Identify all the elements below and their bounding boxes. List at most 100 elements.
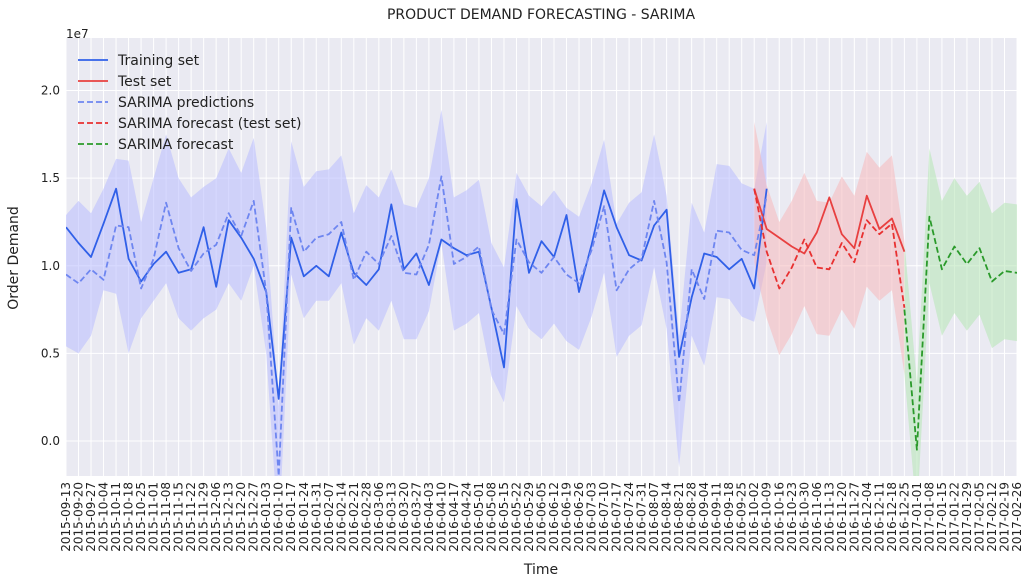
y-tick-label: 0.5 <box>41 346 60 360</box>
x-tick-label: 2016-03-20 <box>397 482 411 552</box>
x-tick-label: 2016-06-19 <box>560 482 574 552</box>
x-tick-label: 2016-11-06 <box>810 482 824 552</box>
x-tick-label: 2016-10-02 <box>747 482 761 552</box>
x-tick-label: 2016-05-08 <box>484 482 498 552</box>
x-tick-label: 2016-02-21 <box>347 482 361 552</box>
x-tick-label: 2016-06-12 <box>547 482 561 552</box>
confidence-band-test <box>754 122 905 375</box>
legend: Training set Test set SARIMA predictions SA… <box>78 53 301 153</box>
x-tick-label: 2016-10-30 <box>797 482 811 552</box>
series-line-2 <box>753 188 906 255</box>
x-tick-label: 2017-01-01 <box>910 482 924 552</box>
x-tick-label: 2016-11-27 <box>847 482 861 552</box>
x-tick-label: 2015-12-20 <box>234 482 248 552</box>
series-lines <box>66 175 1017 476</box>
x-tick-label: 2016-02-28 <box>359 482 373 552</box>
x-tick-label: 2015-12-06 <box>209 482 223 552</box>
x-tick-label: 2015-12-27 <box>247 482 261 552</box>
x-tick-label: 2016-04-24 <box>459 482 473 552</box>
x-tick-label: 2016-08-14 <box>660 482 674 552</box>
x-tick-label: 2015-11-29 <box>197 482 211 552</box>
x-tick-label: 2015-11-22 <box>184 482 198 552</box>
legend-label: SARIMA forecast (test set) <box>118 116 301 132</box>
x-tick-label: 2016-09-11 <box>710 482 724 552</box>
x-tick-label: 2016-05-15 <box>497 482 511 552</box>
x-tick-label: 2015-10-11 <box>109 482 123 552</box>
x-tick-label: 2016-07-03 <box>585 482 599 552</box>
x-tick-label: 2016-08-07 <box>647 482 661 552</box>
x-tick-label: 2016-07-31 <box>635 482 649 552</box>
x-tick-label: 2016-02-14 <box>334 482 348 552</box>
x-tick-label: 2016-03-13 <box>384 482 398 552</box>
x-tick-label: 2016-12-18 <box>885 482 899 552</box>
x-tick-label: 2016-09-04 <box>697 482 711 552</box>
x-tick-label: 2016-02-07 <box>322 482 336 552</box>
x-tick-label: 2016-06-26 <box>572 482 586 552</box>
y-axis-ticks: 0.0 0.5 1.0 1.5 2.0 <box>41 84 60 448</box>
x-tick-label: 2016-10-16 <box>772 482 786 552</box>
x-tick-label: 2017-02-26 <box>1010 482 1024 552</box>
x-tick-label: 2016-05-01 <box>472 482 486 552</box>
x-axis-ticks: 2015-09-132015-09-202015-09-272015-10-04… <box>59 482 1024 552</box>
x-tick-label: 2016-07-17 <box>610 482 624 552</box>
x-tick-label: 2017-02-19 <box>997 482 1011 552</box>
x-tick-label: 2016-04-17 <box>447 482 461 552</box>
x-tick-label: 2016-03-27 <box>409 482 423 552</box>
x-tick-label: 2016-01-17 <box>284 482 298 552</box>
legend-label: Test set <box>117 74 172 90</box>
x-tick-label: 2016-11-13 <box>822 482 836 552</box>
x-tick-label: 2016-05-22 <box>509 482 523 552</box>
x-tick-label: 2015-09-13 <box>59 482 73 552</box>
x-tick-label: 2016-11-20 <box>835 482 849 552</box>
x-tick-label: 2016-01-10 <box>272 482 286 552</box>
x-tick-label: 2016-12-25 <box>897 482 911 552</box>
y-axis-title: Order Demand <box>6 206 22 310</box>
chart-title: PRODUCT DEMAND FORECASTING - SARIMA <box>387 7 695 23</box>
x-tick-label: 2016-03-06 <box>372 482 386 552</box>
x-tick-label: 2015-12-13 <box>222 482 236 552</box>
y-tick-label: 0.0 <box>41 434 60 448</box>
x-tick-label: 2015-11-08 <box>159 482 173 552</box>
y-tick-label: 2.0 <box>41 84 60 98</box>
legend-label: Training set <box>117 53 200 69</box>
x-tick-label: 2016-09-18 <box>722 482 736 552</box>
confidence-band-training <box>66 109 767 476</box>
x-tick-label: 2017-01-08 <box>922 482 936 552</box>
x-tick-label: 2015-10-18 <box>122 482 136 552</box>
x-tick-label: 2017-02-12 <box>985 482 999 552</box>
x-tick-label: 2016-09-25 <box>735 482 749 552</box>
legend-label: SARIMA forecast <box>118 137 234 153</box>
x-tick-label: 2017-01-15 <box>935 482 949 552</box>
legend-label: SARIMA predictions <box>118 95 254 111</box>
x-tick-label: 2016-01-24 <box>297 482 311 552</box>
x-tick-label: 2015-10-04 <box>97 482 111 552</box>
x-tick-label: 2016-04-03 <box>422 482 436 552</box>
x-tick-label: 2016-01-03 <box>259 482 273 552</box>
x-tick-label: 2015-09-27 <box>84 482 98 552</box>
x-tick-label: 2016-04-10 <box>434 482 448 552</box>
series-line-3 <box>66 175 768 476</box>
x-tick-label: 2016-06-05 <box>535 482 549 552</box>
x-tick-label: 2016-05-29 <box>522 482 536 552</box>
x-tick-label: 2016-12-04 <box>860 482 874 552</box>
x-axis-title: Time <box>523 562 558 578</box>
x-tick-label: 2016-10-09 <box>760 482 774 552</box>
x-tick-label: 2016-01-31 <box>309 482 323 552</box>
x-tick-label: 2015-10-25 <box>134 482 148 552</box>
series-line-4 <box>753 188 906 308</box>
x-tick-label: 2016-08-21 <box>672 482 686 552</box>
y-tick-label: 1.0 <box>41 259 60 273</box>
x-tick-label: 2015-11-15 <box>172 482 186 552</box>
x-tick-label: 2016-08-28 <box>685 482 699 552</box>
x-tick-label: 2015-11-01 <box>147 482 161 552</box>
x-tick-label: 2017-02-05 <box>972 482 986 552</box>
y-offset-label: 1e7 <box>66 27 89 41</box>
y-tick-label: 1.5 <box>41 171 60 185</box>
x-tick-label: 2015-09-20 <box>72 482 86 552</box>
series-line-5 <box>903 215 1017 451</box>
x-tick-label: 2016-07-10 <box>597 482 611 552</box>
x-tick-label: 2017-01-22 <box>947 482 961 552</box>
x-tick-label: 2016-12-11 <box>872 482 886 552</box>
x-tick-label: 2017-01-29 <box>960 482 974 552</box>
